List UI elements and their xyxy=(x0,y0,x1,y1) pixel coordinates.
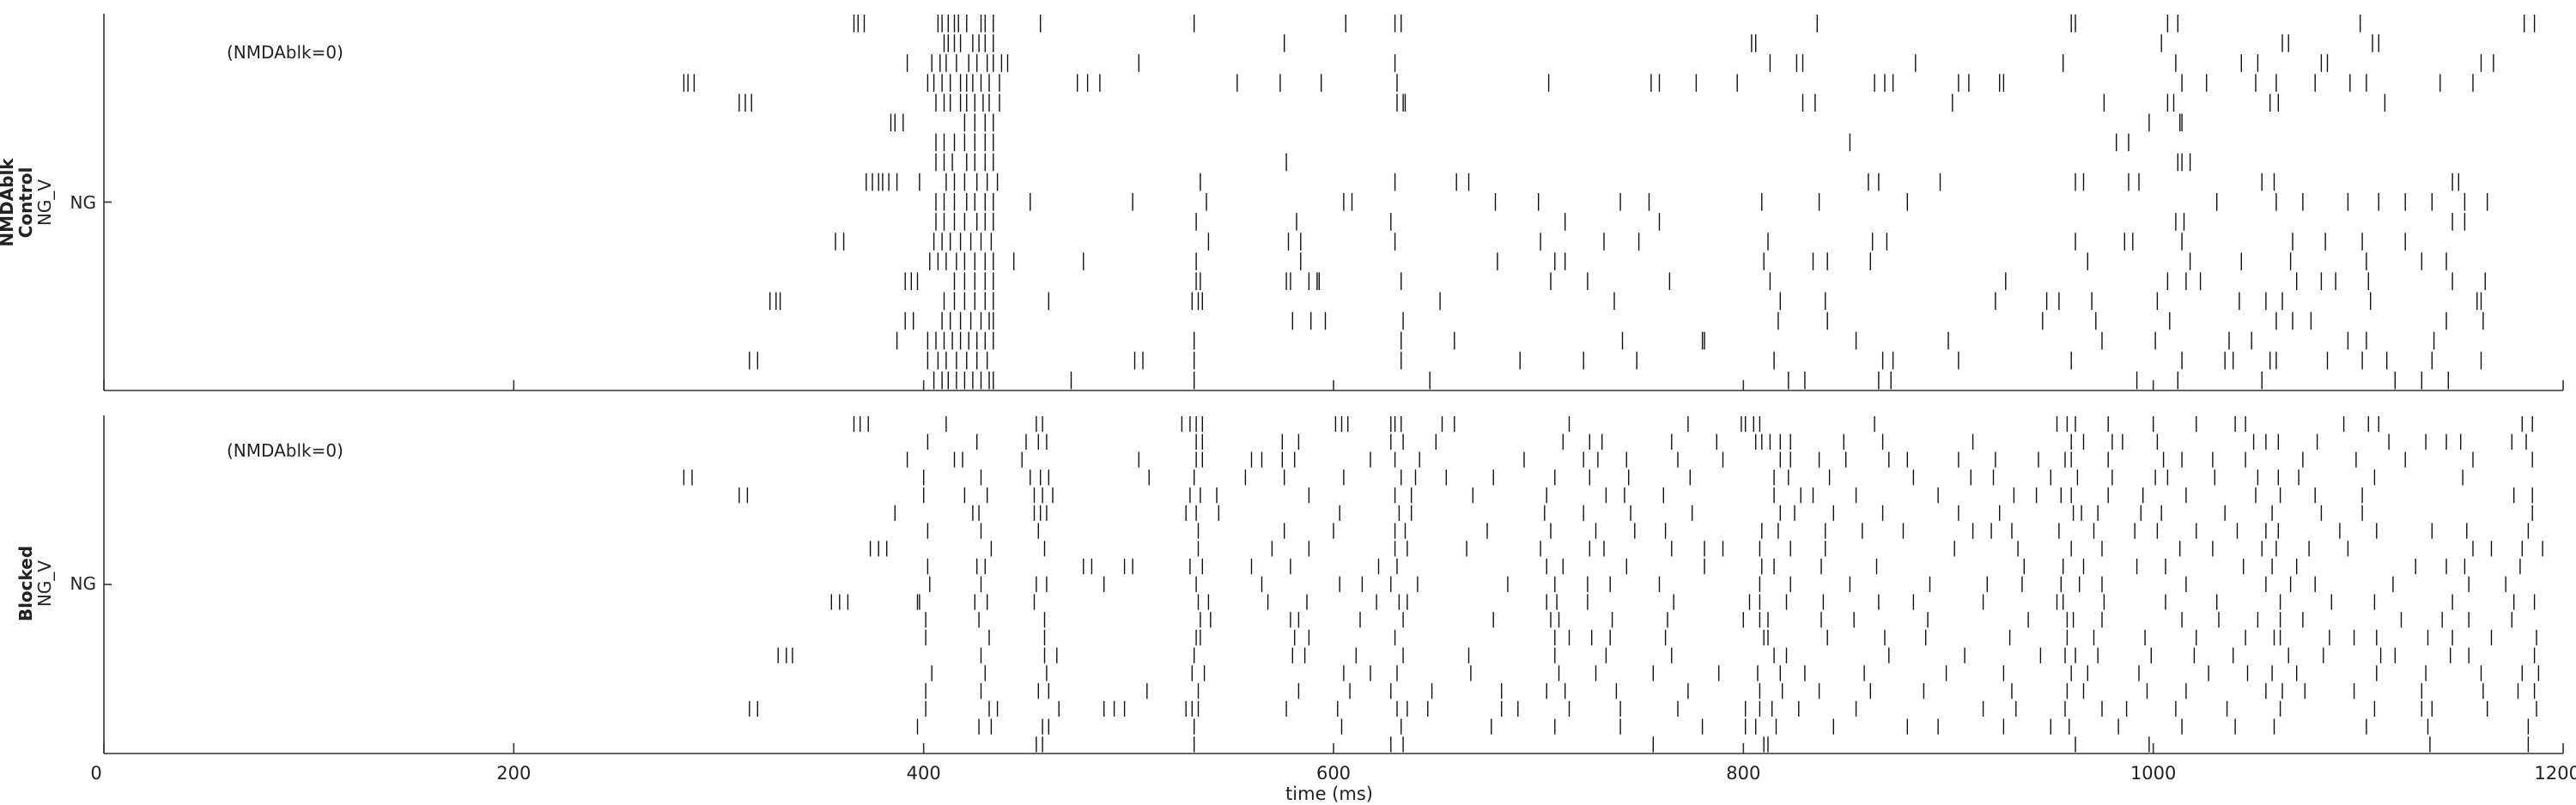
spike-raster xyxy=(683,416,2543,753)
spike-raster xyxy=(683,15,2536,390)
x-tick-label: 0 xyxy=(90,763,101,784)
x-tick-label: 400 xyxy=(907,763,941,784)
panel-ylabel-line-1: NMDAblk xyxy=(0,158,17,247)
ytick-label-ng: NG xyxy=(70,573,96,594)
x-tick-label: 800 xyxy=(1726,763,1760,784)
x-tick-label: 1200 xyxy=(2535,763,2576,784)
x-axis xyxy=(103,14,2564,391)
ytick-label-ng: NG xyxy=(70,192,96,213)
panel-ylabel-line-1: Blocked xyxy=(15,546,36,621)
x-tick-label: 200 xyxy=(496,763,531,784)
x-axis: 0 200 400 600 800 1000 1200 xyxy=(90,415,2576,784)
panel-control: NMDAblk Control NG_V NG (NMDAblk=0) xyxy=(0,14,2564,391)
x-tick-label: 600 xyxy=(1316,763,1351,784)
annotation-nmdablk: (NMDAblk=0) xyxy=(227,42,343,63)
panel-ylabel-line-2: Control xyxy=(15,167,36,239)
panel-ylabel-line-2: NG_V xyxy=(34,560,55,607)
panel-ylabel-line-3: NG_V xyxy=(34,179,55,226)
panel-blocked: Blocked NG_V NG (NMDAblk=0) 0 200 400 600 80… xyxy=(15,415,2576,804)
x-axis-label: time (ms) xyxy=(1285,784,1373,804)
annotation-nmdablk: (NMDAblk=0) xyxy=(227,440,343,461)
x-tick-label: 1000 xyxy=(2130,763,2176,784)
